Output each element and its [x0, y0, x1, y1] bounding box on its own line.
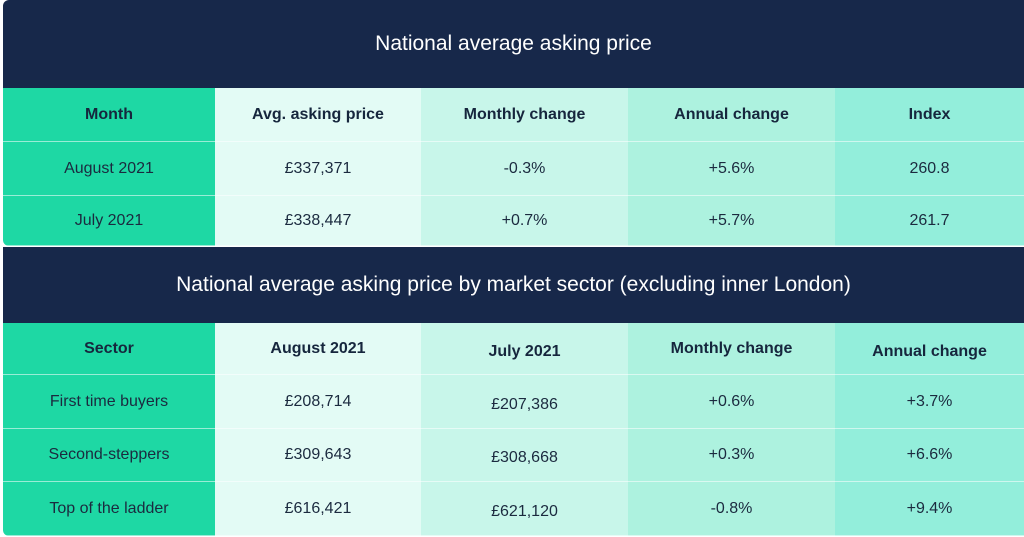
row1-index: 260.8 [835, 142, 1024, 196]
header-month: Month [3, 88, 215, 142]
sector-row1-monthly-change: +0.6% [628, 375, 835, 429]
sector-row1-july: £207,386 [421, 375, 628, 429]
header-index: Index [835, 88, 1024, 142]
sector-row2-july: £308,668 [421, 429, 628, 482]
header-monthly-change: Monthly change [628, 323, 835, 375]
table2-title-banner: National average asking price by market … [3, 247, 1024, 323]
header-annual-change: Annual change [628, 88, 835, 142]
sector-row3-annual-change: +9.4% [835, 482, 1024, 536]
header-annual-change: Annual change [835, 323, 1024, 375]
header-august-2021: August 2021 [215, 323, 421, 375]
sector-row2-august: £309,643 [215, 429, 421, 482]
row2-monthly-change: +0.7% [421, 196, 628, 246]
row1-annual-change: +5.6% [628, 142, 835, 196]
sector-row1-name: First time buyers [3, 375, 215, 429]
row1-avg-price: £337,371 [215, 142, 421, 196]
sector-row1-annual-change: +3.7% [835, 375, 1024, 429]
sector-row3-name: Top of the ladder [3, 482, 215, 536]
sector-row2-annual-change: +6.6% [835, 429, 1024, 482]
sector-row1-august: £208,714 [215, 375, 421, 429]
row2-annual-change: +5.7% [628, 196, 835, 246]
table1-title: National average asking price [375, 32, 652, 55]
header-avg-asking-price: Avg. asking price [215, 88, 421, 142]
header-july-2021: July 2021 [421, 323, 628, 375]
sector-row2-name: Second-steppers [3, 429, 215, 482]
sector-row3-monthly-change: -0.8% [628, 482, 835, 536]
row2-month: July 2021 [3, 196, 215, 246]
sector-row2-monthly-change: +0.3% [628, 429, 835, 482]
table2-title: National average asking price by market … [176, 273, 851, 296]
header-monthly-change: Monthly change [421, 88, 628, 142]
row1-monthly-change: -0.3% [421, 142, 628, 196]
row2-index: 261.7 [835, 196, 1024, 246]
header-sector: Sector [3, 323, 215, 375]
market-sector-table: Sector August 2021 July 2021 Monthly cha… [3, 323, 1024, 536]
asking-price-table: Month Avg. asking price Monthly change A… [3, 88, 1024, 246]
sector-row3-august: £616,421 [215, 482, 421, 536]
sector-row3-july: £621,120 [421, 482, 628, 536]
row2-avg-price: £338,447 [215, 196, 421, 246]
row1-month: August 2021 [3, 142, 215, 196]
table1-title-banner: National average asking price [3, 0, 1024, 88]
